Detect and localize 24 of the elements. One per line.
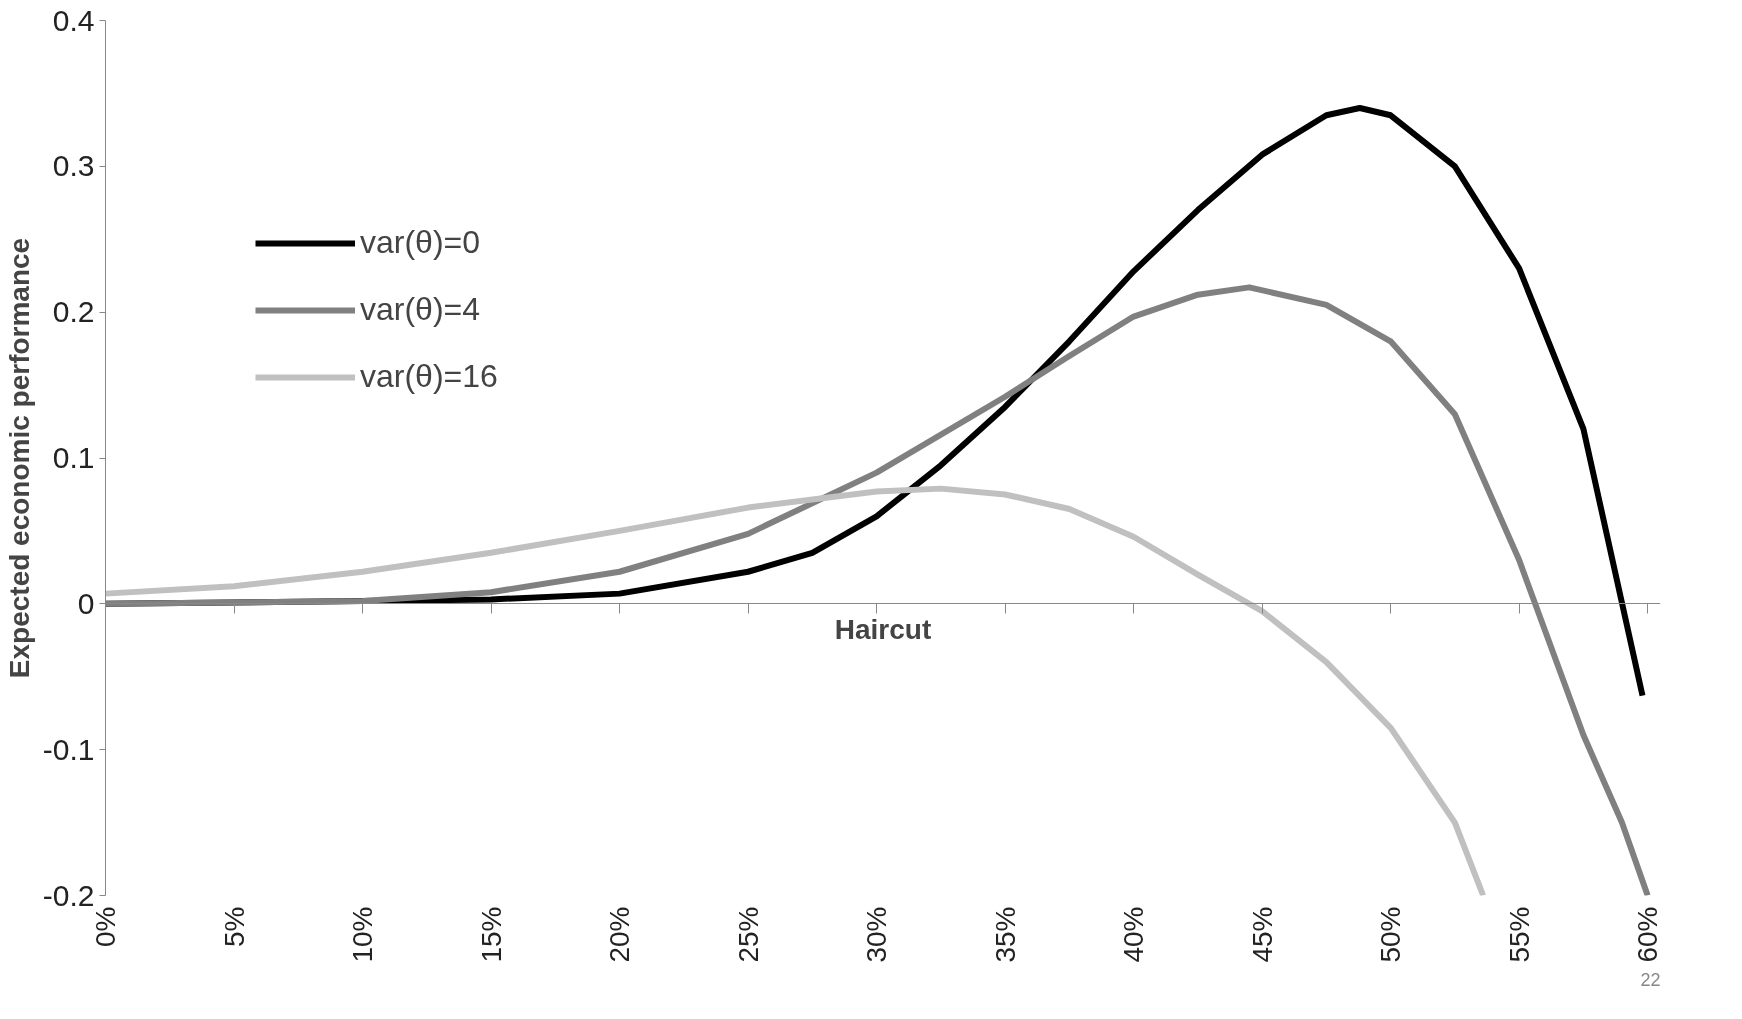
x-tick-label: 15% [475,906,507,963]
x-tick-label: 20% [604,906,636,963]
y-tick-label: 0.2 [52,295,95,329]
y-tick-label: 0.4 [52,3,95,37]
legend-label: var(θ)=16 [360,358,498,395]
legend-label: var(θ)=4 [360,291,481,328]
x-tick-label: 60% [1632,906,1664,963]
y-tick-label: 0.1 [52,441,95,474]
x-tick-label: 45% [1246,906,1278,963]
x-tick-label: 30% [861,906,893,963]
x-tick-label: 35% [989,906,1021,963]
x-tick-label: 5% [218,906,250,947]
x-tick-label: 10% [347,906,379,963]
text: 22 [1640,969,1661,990]
y-tick-label: 0 [77,586,95,620]
y-tick-label: -0.1 [42,732,95,766]
legend-label: var(θ)=0 [360,224,481,261]
y-axis-title: Expected economic performance [3,237,35,679]
x-axis-title: Haircut [834,613,932,645]
y-tick-label: 0.3 [52,149,95,183]
x-tick-label: 55% [1503,906,1535,963]
x-tick-label: 50% [1375,906,1407,963]
x-tick-label: 40% [1118,906,1150,963]
x-tick-label: 25% [732,906,764,963]
